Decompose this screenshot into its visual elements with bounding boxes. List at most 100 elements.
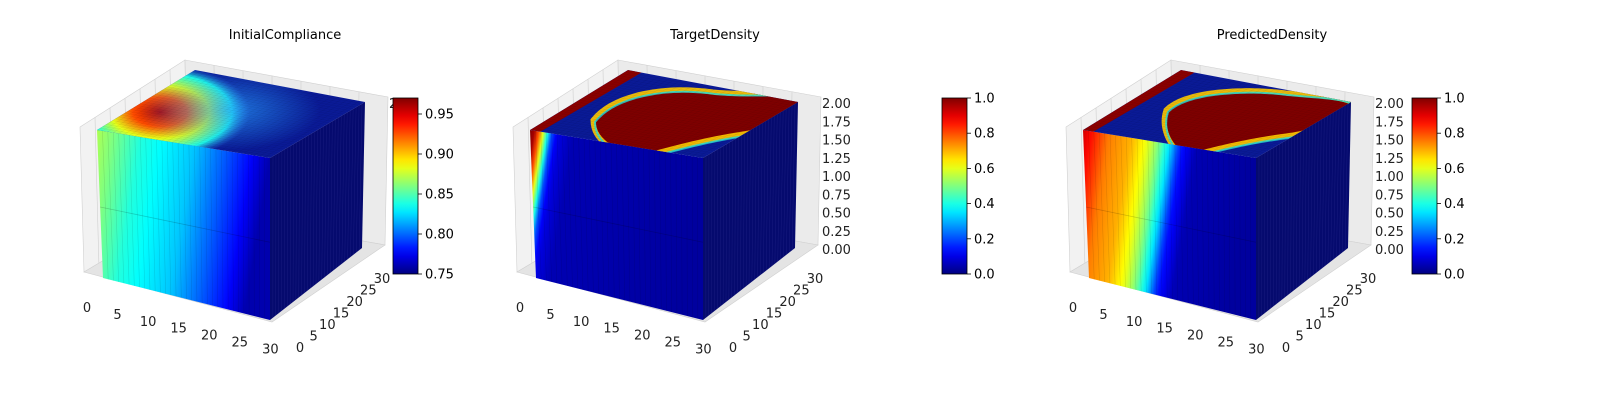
voxel-grid-line [1110, 112, 1283, 143]
voxel-grid-line [145, 78, 243, 139]
voxel-grid-line [221, 92, 318, 151]
edge-strip [1083, 70, 1195, 132]
x-tick-label: 10 [573, 315, 590, 330]
z-tick-label: 0.25 [822, 225, 851, 240]
voxel-column-line [535, 130, 542, 280]
colorbar-tick-label: 1.0 [974, 92, 995, 107]
z-tick-label: 2.00 [1375, 97, 1404, 112]
colorbar [1411, 97, 1438, 275]
voxel-column-line [183, 143, 187, 300]
voxel-grid-line [199, 88, 297, 147]
voxel-column-line [231, 151, 234, 311]
voxel-column-line [1273, 147, 1275, 307]
chart-title: PredictedDensity [1217, 28, 1328, 43]
voxel-column-line [1207, 150, 1210, 309]
voxel-grid-line [605, 83, 703, 143]
colorbar-tick-label: 0.2 [1444, 232, 1465, 247]
voxel-grid-line [158, 92, 330, 124]
voxel-grid-line [594, 81, 692, 141]
voxel-column-line [748, 129, 751, 285]
voxel-column-line [1142, 139, 1147, 293]
colorbar-tick-label: 0.0 [1444, 268, 1465, 283]
voxel-column-line [754, 126, 757, 280]
voxel-grid-line [1131, 78, 1229, 139]
voxel-column-line [722, 145, 725, 305]
voxel-column-line [324, 124, 327, 278]
voxel-grid-line [1234, 97, 1330, 155]
voxel-column-line [215, 149, 219, 307]
voxel-column-line [1190, 147, 1194, 305]
voxel-column-line [318, 128, 321, 282]
voxel-column-line [621, 144, 626, 301]
voxel-grid-line [1128, 101, 1301, 132]
voxel-column-line [310, 133, 312, 289]
voxel-grid-line [1212, 93, 1309, 152]
voxel-grid-line [597, 88, 769, 120]
top-face-field [1083, 70, 1351, 158]
voxel-grid-line [600, 82, 698, 142]
y-tick-label: 25 [1346, 284, 1363, 299]
voxel-column-line [728, 142, 730, 300]
voxel-column-line [1284, 140, 1286, 298]
voxel-column-line [1093, 131, 1100, 281]
y-tick-label: 15 [1319, 307, 1336, 322]
voxel-column-line [578, 137, 584, 290]
chart-title: TargetDensity [669, 28, 760, 43]
voxel-seam [100, 206, 271, 243]
voxel-column-line [298, 140, 300, 298]
colorbar-tick-label: 0.2 [974, 232, 995, 247]
voxel-column-line [1327, 114, 1331, 264]
voxel-column-line [253, 155, 255, 317]
colorbar [392, 97, 419, 275]
voxel-grid-line [1147, 81, 1245, 141]
voxel-grid-line [681, 97, 777, 155]
voxel-column-line [789, 105, 793, 253]
voxel-column-line [1180, 145, 1184, 302]
voxel-grid-line [176, 81, 348, 113]
voxel-grid-line [133, 107, 306, 138]
x-tick-label: 15 [603, 322, 620, 337]
colorbar-tick-label: 0.85 [425, 188, 454, 203]
voxel-column-line [1344, 103, 1349, 251]
voxel-grid-line [1223, 95, 1320, 153]
voxel-column-line [737, 136, 739, 294]
voxel-column-line [304, 136, 306, 294]
voxel-column-line [675, 153, 678, 314]
voxel-grid-line [150, 79, 249, 139]
x-tick-label: 10 [1126, 315, 1143, 330]
voxel-grid-line [1136, 79, 1235, 139]
voxel-grid-line [1115, 75, 1214, 136]
voxel-grid-line [557, 112, 730, 143]
voxel-column-line [763, 121, 766, 273]
voxel-column-line [333, 119, 336, 271]
voxel-grid-line [1099, 72, 1198, 133]
voxel-column-line [659, 150, 662, 310]
voxel-grid-line [618, 75, 790, 108]
voxel-column-line [1342, 105, 1346, 253]
voxel-grid-line [161, 90, 333, 122]
voxel-grid-line [1142, 80, 1240, 140]
voxel-column-line [327, 122, 330, 276]
voxel-grid-line [215, 91, 313, 150]
voxel-grid-line [575, 101, 748, 132]
voxel-column-line [1174, 144, 1179, 301]
voxel-grid-line [242, 96, 339, 154]
gradient-band [140, 70, 320, 150]
cube-front-face [1083, 130, 1256, 320]
voxel-grid-line [1218, 94, 1314, 153]
x-tick-label: 5 [113, 308, 121, 323]
voxel-grid-line [152, 96, 324, 127]
voxel-column-line [1115, 135, 1121, 286]
voxel-column-line [295, 142, 297, 300]
voxel-grid-line [182, 77, 354, 110]
voxel-column-line [627, 145, 631, 302]
voxel-grid-line [632, 88, 730, 147]
voxel-grid-line [1107, 114, 1280, 145]
voxel-grid-line [566, 107, 739, 138]
voxel-grid-line [583, 79, 682, 139]
x-tick-label: 20 [634, 329, 651, 344]
colorbar-tick-label: 0.80 [425, 228, 454, 243]
x-tick-label: 15 [1156, 322, 1173, 337]
voxel-column-line [725, 143, 727, 303]
voxel-grid-line [627, 87, 724, 146]
